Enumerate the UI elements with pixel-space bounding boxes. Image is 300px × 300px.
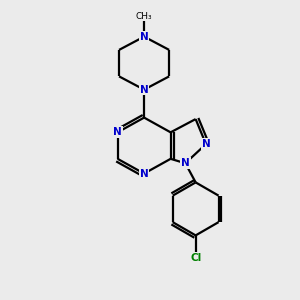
Text: N: N xyxy=(202,139,210,149)
Text: Cl: Cl xyxy=(190,253,201,263)
Text: N: N xyxy=(113,127,122,137)
Text: N: N xyxy=(181,158,190,168)
Text: N: N xyxy=(140,169,148,178)
Text: N: N xyxy=(140,32,148,42)
Text: N: N xyxy=(140,85,148,94)
Text: CH₃: CH₃ xyxy=(136,11,152,20)
